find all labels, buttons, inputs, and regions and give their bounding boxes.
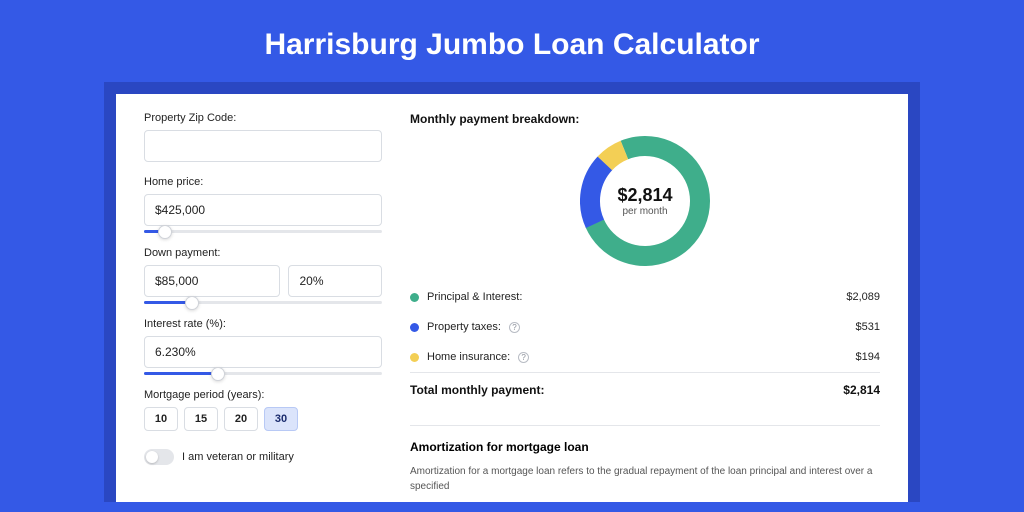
legend-label: Principal & Interest: <box>427 291 522 303</box>
calculator-card: Property Zip Code: Home price: Down paym… <box>104 82 920 502</box>
home-price-label: Home price: <box>144 176 382 188</box>
legend-left: Principal & Interest: <box>410 291 522 303</box>
donut-wrap: $2,814 per month <box>410 136 880 266</box>
legend-value: $531 <box>856 321 880 333</box>
home-price-slider-thumb[interactable] <box>158 225 172 239</box>
legend-row: Principal & Interest: $2,089 <box>410 282 880 312</box>
legend-left: Property taxes:? <box>410 321 520 333</box>
down-payment-amount-input[interactable] <box>144 265 280 297</box>
legend-row: Home insurance:? $194 <box>410 342 880 372</box>
breakdown-title: Monthly payment breakdown: <box>410 112 880 126</box>
period-option-30[interactable]: 30 <box>264 407 298 431</box>
breakdown-panel: Monthly payment breakdown: $2,814 per mo… <box>410 112 880 502</box>
legend-dot-icon <box>410 353 419 362</box>
down-payment-slider[interactable] <box>144 301 382 304</box>
down-payment-field: Down payment: <box>144 247 382 304</box>
amortization-title: Amortization for mortgage loan <box>410 425 880 454</box>
interest-rate-slider-thumb[interactable] <box>211 367 225 381</box>
interest-rate-label: Interest rate (%): <box>144 318 382 330</box>
mortgage-period-options: 10152030 <box>144 407 382 431</box>
legend-label: Home insurance: <box>427 351 510 363</box>
legend-value: $194 <box>856 351 880 363</box>
home-price-input[interactable] <box>144 194 382 226</box>
donut-amount: $2,814 <box>617 185 672 206</box>
amortization-body: Amortization for a mortgage loan refers … <box>410 464 880 494</box>
total-row: Total monthly payment: $2,814 <box>410 372 880 407</box>
info-icon[interactable]: ? <box>518 352 529 363</box>
home-price-slider[interactable] <box>144 230 382 233</box>
info-icon[interactable]: ? <box>509 322 520 333</box>
donut-sub: per month <box>622 206 667 217</box>
legend-left: Home insurance:? <box>410 351 529 363</box>
interest-rate-input[interactable] <box>144 336 382 368</box>
interest-rate-slider[interactable] <box>144 372 382 375</box>
page-title: Harrisburg Jumbo Loan Calculator <box>0 0 1024 82</box>
down-payment-label: Down payment: <box>144 247 382 259</box>
donut-center: $2,814 per month <box>580 136 710 266</box>
period-option-10[interactable]: 10 <box>144 407 178 431</box>
zip-input[interactable] <box>144 130 382 162</box>
down-payment-pct-input[interactable] <box>288 265 382 297</box>
period-option-20[interactable]: 20 <box>224 407 258 431</box>
legend-value: $2,089 <box>846 291 880 303</box>
legend-list: Principal & Interest: $2,089 Property taxe… <box>410 282 880 372</box>
legend-row: Property taxes:? $531 <box>410 312 880 342</box>
veteran-toggle[interactable] <box>144 449 174 465</box>
total-label: Total monthly payment: <box>410 383 544 397</box>
total-value: $2,814 <box>843 383 880 397</box>
zip-field: Property Zip Code: <box>144 112 382 162</box>
veteran-row: I am veteran or military <box>144 449 382 465</box>
donut-chart: $2,814 per month <box>580 136 710 266</box>
veteran-label: I am veteran or military <box>182 451 294 463</box>
zip-label: Property Zip Code: <box>144 112 382 124</box>
mortgage-period-label: Mortgage period (years): <box>144 389 382 401</box>
interest-rate-slider-fill <box>144 372 218 375</box>
legend-dot-icon <box>410 323 419 332</box>
legend-label: Property taxes: <box>427 321 501 333</box>
inputs-panel: Property Zip Code: Home price: Down paym… <box>144 112 382 502</box>
down-payment-slider-thumb[interactable] <box>185 296 199 310</box>
interest-rate-field: Interest rate (%): <box>144 318 382 375</box>
period-option-15[interactable]: 15 <box>184 407 218 431</box>
legend-dot-icon <box>410 293 419 302</box>
home-price-field: Home price: <box>144 176 382 233</box>
mortgage-period-field: Mortgage period (years): 10152030 <box>144 389 382 431</box>
